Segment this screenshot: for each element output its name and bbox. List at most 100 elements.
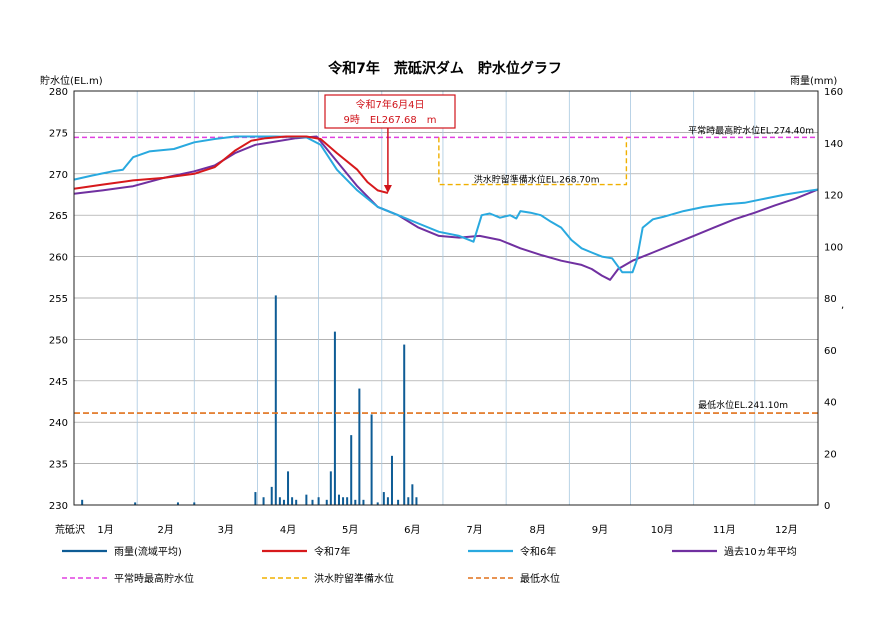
- minimum-level-label: 最低水位EL.241.10m: [698, 399, 788, 411]
- rain-bar: [274, 295, 277, 505]
- rain-bar: [291, 497, 294, 505]
- y-left-tick-label: 270: [49, 170, 68, 181]
- rain-bar: [346, 497, 349, 505]
- y-left-tick-label: 240: [49, 418, 68, 429]
- y-right-tick-label: 20: [824, 449, 837, 460]
- y-right-tick-label: 40: [824, 398, 837, 409]
- rain-bar: [337, 494, 340, 505]
- x-tick-label: 12月: [775, 524, 798, 536]
- rain-bar: [386, 497, 389, 505]
- y-right-tick-label: 80: [824, 294, 837, 305]
- rain-bar: [342, 497, 345, 505]
- rain-bar: [358, 388, 361, 505]
- annotation-arrow-head: [383, 185, 392, 194]
- x-tick-label: 11月: [713, 524, 736, 536]
- legend-label: 令和7年: [314, 545, 350, 558]
- y-right-tick-label: 120: [824, 191, 843, 202]
- series-line-r6: [73, 135, 819, 274]
- y-right-tick-label: 100: [824, 242, 843, 253]
- rain-bar: [370, 414, 373, 505]
- rain-bar: [311, 499, 314, 505]
- x-tick-label: 3月: [218, 524, 234, 536]
- rain-bar: [411, 484, 414, 505]
- rain-bar: [295, 499, 298, 505]
- x-tick-label: 5月: [342, 524, 358, 536]
- annotation-line1: 令和7年6月4日: [355, 98, 424, 111]
- legend-label: 洪水貯留準備水位: [314, 572, 394, 585]
- reference-lines: 平常時最高貯水位EL.274.40m 洪水貯留準備水位EL.268.70m 最低水位…: [74, 124, 818, 414]
- rain-bar: [415, 497, 418, 505]
- rain-bar: [305, 494, 308, 505]
- rain-bar: [329, 471, 332, 505]
- stray-mark: ,: [841, 300, 844, 311]
- y-right-tick-label: 160: [824, 87, 843, 98]
- y-right-axis-label: 雨量(mm): [790, 75, 837, 87]
- y-left-tick-label: 280: [49, 87, 68, 98]
- x-tick-label: 2月: [158, 524, 174, 536]
- rain-bar: [382, 492, 385, 505]
- axes: 230 235 240 245 250 255 260 265 270 275 280 0 20 40 60…: [49, 87, 843, 536]
- y-left-tick-label: 260: [49, 253, 68, 264]
- y-left-tick-label: 245: [49, 377, 68, 388]
- y-left-tick-label: 235: [49, 460, 68, 471]
- rain-bar: [176, 502, 179, 505]
- rain-bar: [282, 499, 285, 505]
- x-tick-label: 10月: [651, 524, 674, 536]
- rain-bar: [354, 499, 357, 505]
- x-tick-label: 7月: [466, 524, 482, 536]
- rain-bar: [278, 497, 281, 505]
- rain-bar: [403, 344, 406, 505]
- chart-title: 令和7年 荒砥沢ダム 貯水位グラフ: [327, 60, 562, 77]
- rain-bar: [325, 499, 328, 505]
- y-left-tick-label: 230: [49, 501, 68, 512]
- rain-bar: [81, 499, 84, 505]
- rain-bar: [287, 471, 290, 505]
- annotation: 令和7年6月4日 9時 EL267.68 m: [324, 94, 456, 194]
- y-left-tick-label: 265: [49, 211, 68, 222]
- rainfall-bars: [81, 295, 418, 505]
- rain-bar: [397, 499, 400, 505]
- series-lines: [73, 135, 819, 281]
- y-left-axis-label: 貯水位(EL.m): [40, 74, 103, 87]
- y-left-tick-label: 275: [49, 128, 68, 139]
- legend-label: 令和6年: [520, 545, 556, 558]
- x-tick-label: 8月: [530, 524, 546, 536]
- y-right-tick-label: 60: [824, 346, 837, 357]
- rain-bar: [376, 502, 379, 505]
- grid: [74, 91, 818, 505]
- y-left-tick-label: 255: [49, 294, 68, 305]
- rain-bar: [390, 455, 393, 505]
- legend-label: 過去10ヵ年平均: [724, 545, 797, 558]
- series-line-avg10: [73, 135, 819, 281]
- rain-bar: [193, 502, 196, 505]
- rain-bar: [362, 499, 365, 505]
- x-tick-label: 4月: [280, 524, 296, 536]
- plot-frame: [73, 90, 819, 506]
- y-right-tick-label: 0: [824, 501, 830, 512]
- rain-bar: [134, 502, 137, 505]
- rain-bar: [350, 435, 353, 505]
- rain-bar: [270, 486, 273, 505]
- legend-label: 平常時最高貯水位: [114, 572, 194, 585]
- legend-label: 雨量(流域平均): [114, 545, 182, 558]
- y-right-tick-label: 140: [824, 139, 843, 150]
- rain-bar: [254, 492, 257, 505]
- flood-standby-level-label: 洪水貯留準備水位EL.268.70m: [474, 174, 600, 186]
- normal-max-level-label: 平常時最高貯水位EL.274.40m: [688, 124, 814, 136]
- y-left-tick-label: 250: [49, 335, 68, 346]
- flood-standby-level-line: [438, 137, 628, 186]
- legend-label: 最低水位: [520, 572, 560, 585]
- series-line-r7: [73, 135, 389, 194]
- annotation-box: [324, 94, 456, 129]
- x-axis-station-label: 荒砥沢: [55, 523, 85, 536]
- rain-bar: [407, 497, 410, 505]
- x-tick-label: 1月: [97, 524, 113, 536]
- rain-bar: [262, 497, 265, 505]
- annotation-line2: 9時 EL267.68 m: [344, 114, 437, 126]
- rain-bar: [333, 331, 336, 505]
- rain-bar: [317, 497, 320, 505]
- x-tick-label: 9月: [592, 524, 608, 536]
- x-tick-label: 6月: [404, 524, 420, 536]
